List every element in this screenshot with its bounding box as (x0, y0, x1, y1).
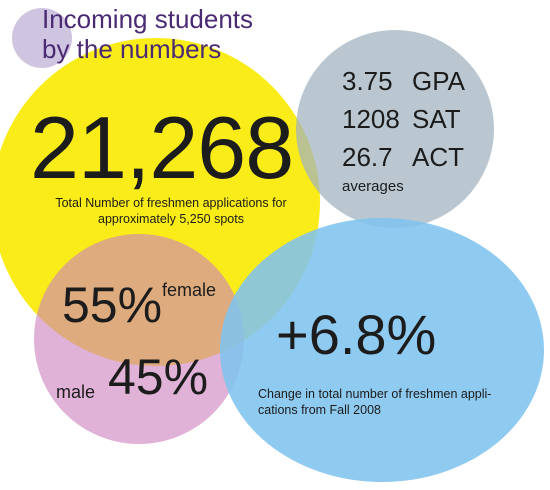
change-number: +6.8% (276, 303, 437, 366)
sat-stat: 1208 SAT (342, 104, 461, 134)
averages-label: averages (342, 178, 404, 195)
gpa-stat: 3.75 GPA (342, 66, 465, 96)
change-caption: Change in total number of freshmen appli… (258, 387, 492, 417)
averages-circle (296, 30, 494, 228)
female-label: female (162, 280, 217, 300)
page-title: Incoming students by the numbers (42, 4, 253, 64)
male-percentage: 45% (108, 349, 209, 405)
sat-value: 1208 (342, 104, 400, 134)
act-value: 26.7 (342, 142, 393, 172)
applications-caption: Total Number of freshmen applications fo… (55, 196, 287, 226)
act-stat: 26.7 ACT (342, 142, 464, 172)
sat-label: SAT (412, 104, 461, 134)
gender-circle (34, 234, 244, 444)
act-label: ACT (412, 142, 464, 172)
gpa-value: 3.75 (342, 66, 393, 96)
female-percentage: 55% (62, 277, 163, 333)
male-label: male (56, 382, 96, 402)
title-line-1: Incoming students (42, 4, 254, 34)
gpa-label: GPA (412, 66, 465, 96)
applications-number: 21,268 (30, 98, 294, 197)
title-line-2: by the numbers (42, 34, 222, 64)
change-circle (220, 218, 544, 482)
decorative-lavender-circle (12, 8, 72, 68)
